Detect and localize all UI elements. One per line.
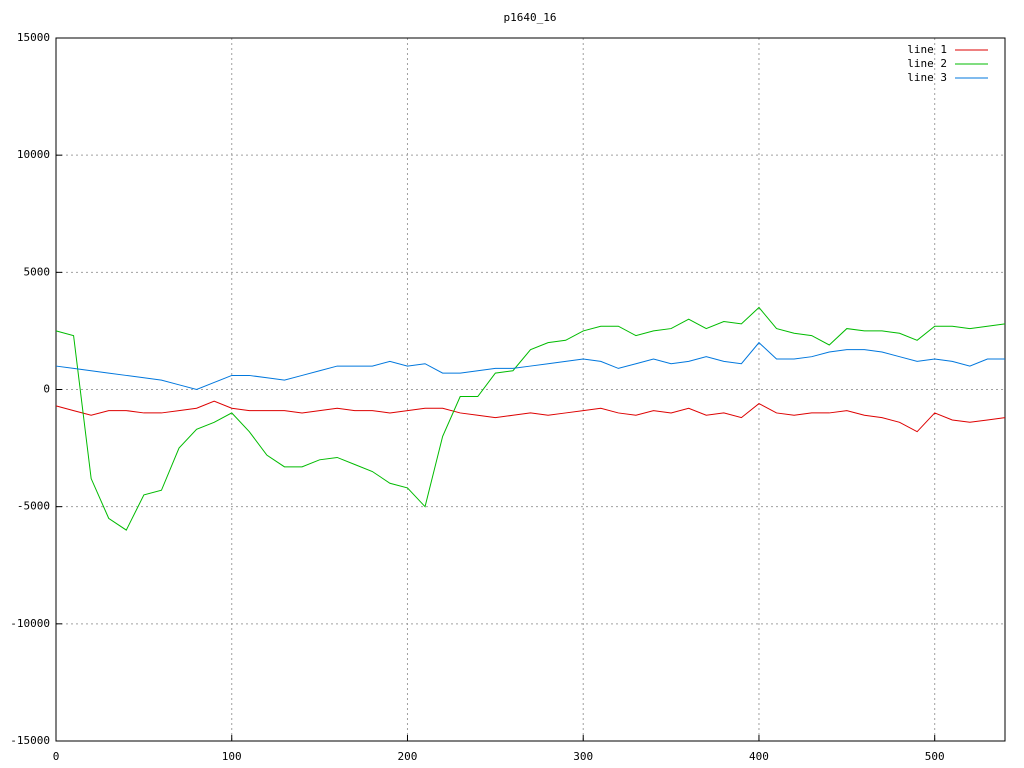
x-tick-label: 300 [573, 750, 593, 763]
legend-label: line 1 [907, 43, 947, 56]
y-tick-label: 0 [43, 383, 50, 396]
y-tick-label: 5000 [24, 265, 51, 278]
data-line [55, 341, 1005, 391]
y-tick-label: -15000 [10, 734, 50, 747]
x-tick-label: 0 [53, 750, 60, 763]
x-tick-label: 500 [925, 750, 945, 763]
y-tick-label: -5000 [17, 500, 50, 513]
data-line [55, 400, 1006, 433]
x-tick-label: 100 [222, 750, 242, 763]
y-tick-label: -10000 [10, 617, 50, 630]
data-line [55, 306, 1006, 531]
y-tick-label: 15000 [17, 31, 50, 44]
x-tick-label: 400 [749, 750, 769, 763]
plot-border [55, 37, 1006, 742]
x-tick-label: 200 [398, 750, 418, 763]
legend-label: line 2 [907, 57, 947, 70]
chart-title: p1640_16 [504, 11, 557, 24]
y-tick-label: 10000 [17, 148, 50, 161]
legend-label: line 3 [907, 71, 947, 84]
